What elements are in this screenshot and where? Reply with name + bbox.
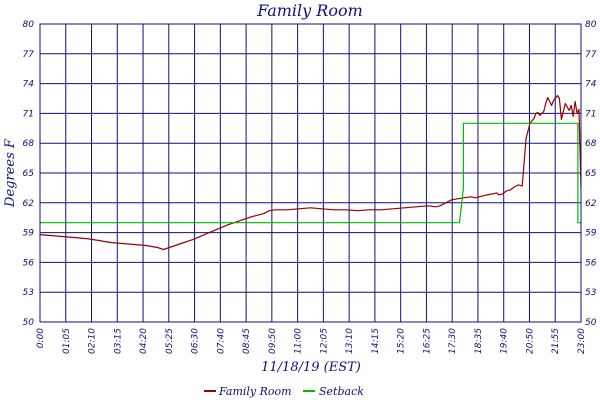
plot-frame (39, 23, 582, 323)
x-tick-label: 19:40 (500, 328, 510, 354)
x-tick-label: 0:00 (36, 328, 46, 348)
y-tick-label-right: 77 (585, 50, 597, 60)
tick-labels: 50 50 53 53 56 56 59 59 62 62 65 65 68 68 71 71 74 74 77 77… (23, 20, 597, 354)
x-tick-label: 20:50 (525, 328, 535, 354)
legend: Family Room Setback (204, 385, 364, 398)
x-tick-label: 14:15 (371, 328, 381, 354)
x-tick-label: 12:05 (319, 328, 329, 354)
x-tick-label: 11:00 (294, 328, 304, 354)
y-tick-label-right: 62 (585, 199, 597, 209)
x-tick-label: 08:45 (242, 328, 252, 354)
y-tick-label-left: 68 (23, 139, 35, 149)
x-tick-label: 04:20 (139, 328, 149, 354)
y-tick-label-right: 74 (585, 80, 597, 90)
y-tick-label-left: 62 (23, 199, 35, 209)
legend-label-family-room: Family Room (218, 385, 292, 398)
y-tick-label-left: 65 (23, 169, 35, 179)
series-line-family-room (39, 94, 582, 251)
y-tick-label-left: 53 (23, 288, 35, 298)
y-tick-label-right: 56 (585, 258, 597, 268)
y-tick-label-left: 56 (23, 258, 35, 268)
x-tick-label: 17:30 (448, 328, 458, 354)
y-axis-title: Degrees F (3, 138, 18, 208)
y-tick-label-left: 50 (23, 318, 35, 328)
series-layer (39, 94, 582, 251)
y-tick-label-right: 68 (585, 139, 597, 149)
y-tick-label-right: 80 (585, 20, 597, 30)
y-tick-label-left: 77 (23, 50, 35, 60)
x-tick-label: 02:10 (88, 328, 98, 354)
chart-title: Family Room (256, 1, 363, 20)
y-tick-label-left: 74 (23, 80, 35, 90)
y-tick-label-right: 50 (585, 318, 597, 328)
y-tick-label-left: 80 (23, 20, 35, 30)
y-tick-label-right: 71 (585, 109, 596, 119)
y-tick-label-right: 65 (585, 169, 597, 179)
x-tick-label: 23:00 (577, 328, 587, 354)
x-tick-label: 15:20 (397, 328, 407, 354)
y-tick-label-left: 59 (23, 229, 35, 239)
x-tick-label: 03:15 (113, 328, 123, 354)
x-tick-label: 18:35 (474, 328, 484, 354)
grid (40, 24, 581, 322)
x-tick-label: 21:55 (551, 328, 561, 354)
x-tick-label: 01:05 (62, 328, 72, 354)
x-tick-label: 07:40 (216, 328, 226, 354)
x-tick-label: 09:50 (268, 328, 278, 354)
x-tick-label: 05:25 (165, 328, 175, 354)
x-tick-label: 13:10 (345, 328, 355, 354)
series-line-setback (40, 122, 581, 224)
x-axis-title: 11/18/19 (EST) (261, 360, 361, 375)
y-tick-label-right: 53 (585, 288, 597, 298)
y-tick-label-left: 71 (23, 109, 34, 119)
x-tick-label: 06:30 (191, 328, 201, 354)
x-tick-label: 16:25 (422, 328, 432, 354)
legend-label-setback: Setback (319, 385, 364, 398)
y-tick-label-right: 59 (585, 229, 597, 239)
